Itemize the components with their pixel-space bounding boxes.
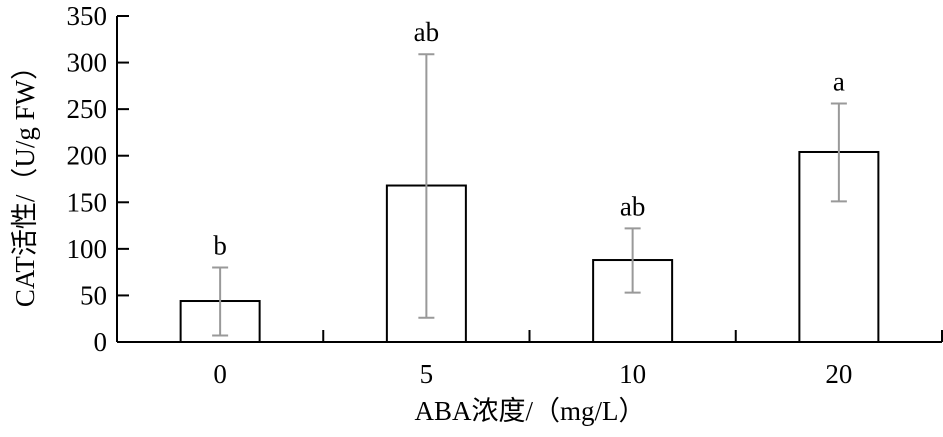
y-tick-label: 300 <box>67 48 108 78</box>
x-tick-label: 20 <box>825 359 852 389</box>
x-axis-label: ABA浓度/（mg/L） <box>414 396 645 426</box>
x-tick-label: 0 <box>213 359 227 389</box>
y-tick-label: 0 <box>94 327 108 357</box>
significance-label: ab <box>414 17 439 47</box>
y-tick-label: 50 <box>80 280 107 310</box>
significance-label: b <box>213 230 227 260</box>
y-tick-label: 150 <box>67 187 108 217</box>
x-tick-label: 5 <box>420 359 434 389</box>
bars: b 0 ab 5 ab 10 a 20 <box>179 17 880 389</box>
y-tick-label: 250 <box>67 94 108 124</box>
y-axis-label: CAT活性/（U/g FW） <box>10 53 40 307</box>
y-tick-label: 100 <box>67 234 108 264</box>
y-tick-label: 200 <box>67 141 108 171</box>
significance-label: ab <box>620 191 645 221</box>
x-tick-label: 10 <box>619 359 646 389</box>
significance-label: a <box>833 67 845 97</box>
y-tick-label: 350 <box>67 1 108 31</box>
